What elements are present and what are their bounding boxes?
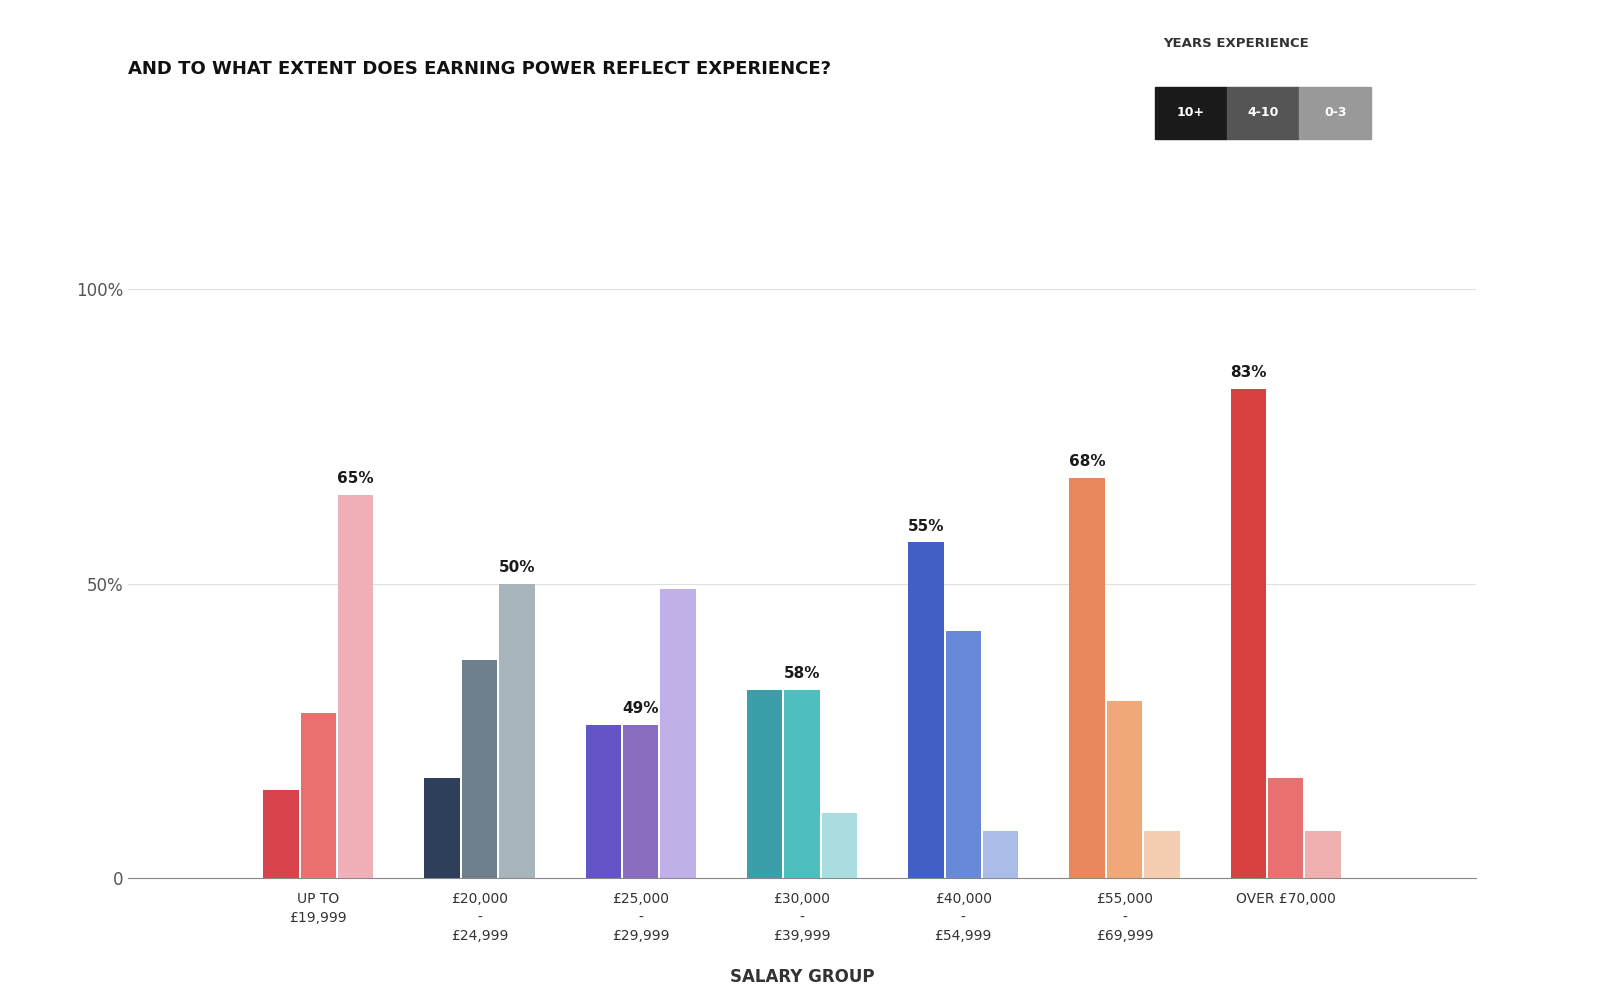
Bar <box>983 831 1019 878</box>
Bar <box>622 725 659 878</box>
Bar <box>661 590 696 878</box>
Bar <box>1144 831 1179 878</box>
Bar <box>462 661 497 878</box>
Text: 65%: 65% <box>337 471 374 486</box>
Text: YEARS EXPERIENCE: YEARS EXPERIENCE <box>1163 37 1309 50</box>
Text: 83%: 83% <box>1230 365 1267 380</box>
Bar <box>263 789 298 878</box>
X-axis label: SALARY GROUP: SALARY GROUP <box>730 968 874 986</box>
Bar <box>338 495 374 878</box>
Bar <box>1107 702 1142 878</box>
Text: 49%: 49% <box>622 702 659 717</box>
Bar <box>821 813 857 878</box>
Bar <box>1306 831 1341 878</box>
Text: 58%: 58% <box>784 666 820 681</box>
Bar <box>499 584 534 878</box>
Bar <box>945 631 982 878</box>
Text: 10+: 10+ <box>1177 106 1205 120</box>
Bar <box>300 714 335 878</box>
Bar <box>908 542 943 878</box>
Text: 50%: 50% <box>499 560 536 575</box>
Text: 0-3: 0-3 <box>1323 106 1347 120</box>
Bar <box>585 725 621 878</box>
Bar <box>747 690 783 878</box>
Bar <box>784 690 820 878</box>
Text: AND TO WHAT EXTENT DOES EARNING POWER REFLECT EXPERIENCE?: AND TO WHAT EXTENT DOES EARNING POWER RE… <box>128 60 831 78</box>
Bar <box>1269 778 1304 878</box>
Text: 55%: 55% <box>908 519 945 534</box>
Bar <box>1230 389 1266 878</box>
Text: 4-10: 4-10 <box>1248 106 1278 120</box>
Text: 68%: 68% <box>1068 454 1105 469</box>
Bar <box>1070 477 1105 878</box>
Bar <box>425 778 460 878</box>
